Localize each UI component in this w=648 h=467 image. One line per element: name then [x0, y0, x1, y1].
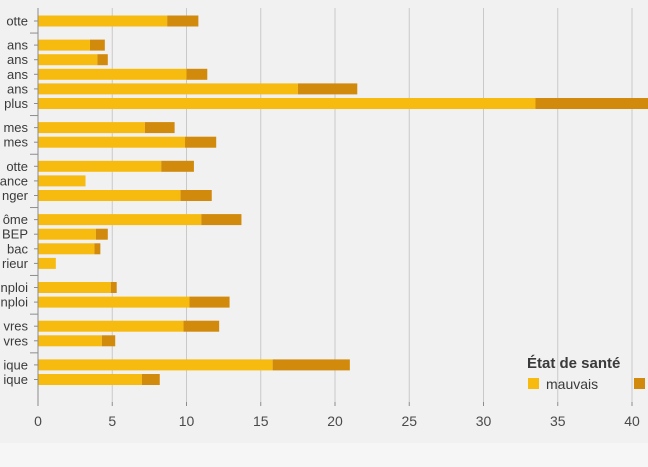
bar-vres-18-series-0: [38, 335, 102, 347]
x-tick-label: 40: [624, 413, 640, 429]
bar-ans-4-series-1: [297, 83, 358, 95]
y-tick-label: ans: [7, 81, 28, 96]
legend: État de santé mauvais: [527, 355, 645, 392]
x-tick-label: 25: [401, 413, 417, 429]
bar-ans-1-series-1: [89, 39, 105, 51]
bar-mes-7-series-1: [185, 136, 217, 148]
bar-ans-2-series-1: [97, 54, 108, 66]
bar-mes-6-series-1: [144, 122, 175, 134]
bottom-strip: [0, 443, 648, 467]
y-axis-ticks: otteansansansansplusmesmesotteancengerôm…: [0, 14, 38, 387]
bar-ans-4-series-0: [38, 83, 298, 95]
bar-nploi-15-series-1: [110, 282, 117, 293]
y-tick-label: bac: [7, 241, 28, 256]
bar-ans-1-series-0: [38, 39, 90, 51]
x-axis-ticks: 0 5 10 15 20 25 30 35 40: [34, 402, 640, 429]
bar-ans-3-series-0: [38, 68, 187, 80]
bar-ique-20-series-0: [38, 374, 142, 385]
bar-ique-19-series-0: [38, 359, 273, 371]
y-tick-label: BEP: [2, 227, 28, 242]
x-tick-label: 5: [108, 413, 116, 429]
bar-nploi-16-series-1: [189, 296, 230, 308]
bar-BEP-12-series-1: [95, 228, 108, 240]
y-tick-label: mes: [3, 120, 28, 135]
y-tick-label: nploi: [1, 280, 29, 295]
bar-otte-0-series-1: [167, 15, 199, 27]
bar-vres-17-series-1: [183, 320, 220, 332]
bar-plus-5-series-1: [535, 98, 648, 109]
y-tick-label: ans: [7, 52, 28, 67]
y-tick-label: otte: [6, 14, 28, 29]
bar-bac-13-series-0: [38, 243, 95, 255]
y-tick-label: nger: [2, 188, 29, 203]
bar-nploi-16-series-0: [38, 296, 190, 308]
y-tick-label: mes: [3, 135, 28, 150]
bar-ance-9-series-0: [38, 175, 86, 187]
bar-ôme-11-series-0: [38, 214, 202, 226]
y-tick-label: ôme: [3, 212, 28, 227]
bar-nger-10-series-1: [180, 190, 212, 201]
y-tick-label: otte: [6, 159, 28, 174]
legend-swatch-second: [634, 378, 645, 389]
bar-ans-3-series-1: [186, 68, 208, 80]
x-tick-label: 10: [179, 413, 195, 429]
y-tick-label: ique: [3, 357, 28, 372]
bar-ôme-11-series-1: [201, 214, 242, 226]
bar-BEP-12-series-0: [38, 228, 96, 240]
bar-nger-10-series-0: [38, 190, 181, 201]
y-tick-label: ans: [7, 67, 28, 82]
y-tick-label: rieur: [2, 256, 29, 271]
bar-mes-7-series-0: [38, 136, 186, 148]
bars: [38, 15, 648, 385]
x-tick-label: 20: [327, 413, 343, 429]
x-tick-label: 0: [34, 413, 42, 429]
legend-swatch-mauvais: [528, 378, 539, 389]
bar-ique-19-series-1: [272, 359, 350, 371]
y-tick-label: plus: [4, 96, 28, 111]
x-tick-label: 30: [476, 413, 492, 429]
x-tick-label: 35: [550, 413, 566, 429]
bar-ique-20-series-1: [141, 374, 160, 385]
bar-otte-8-series-1: [161, 160, 194, 172]
x-tick-label: 15: [253, 413, 269, 429]
bar-ans-2-series-0: [38, 54, 98, 66]
bar-vres-17-series-0: [38, 320, 184, 332]
bar-mes-6-series-0: [38, 122, 145, 134]
bar-rieur-14-series-0: [38, 257, 56, 269]
y-tick-label: ance: [0, 173, 28, 188]
y-tick-label: vres: [3, 319, 28, 334]
bar-nploi-15-series-0: [38, 282, 111, 293]
bar-otte-0-series-0: [38, 15, 168, 27]
legend-title: État de santé: [527, 355, 620, 372]
bar-otte-8-series-0: [38, 160, 162, 172]
bar-bac-13-series-1: [94, 243, 101, 255]
y-tick-label: nploi: [1, 295, 29, 310]
y-tick-label: vres: [3, 333, 28, 348]
legend-label-mauvais: mauvais: [546, 376, 598, 392]
bar-vres-18-series-1: [101, 335, 116, 347]
y-tick-label: ique: [3, 372, 28, 387]
y-tick-label: ans: [7, 38, 28, 53]
bar-plus-5-series-0: [38, 98, 536, 109]
